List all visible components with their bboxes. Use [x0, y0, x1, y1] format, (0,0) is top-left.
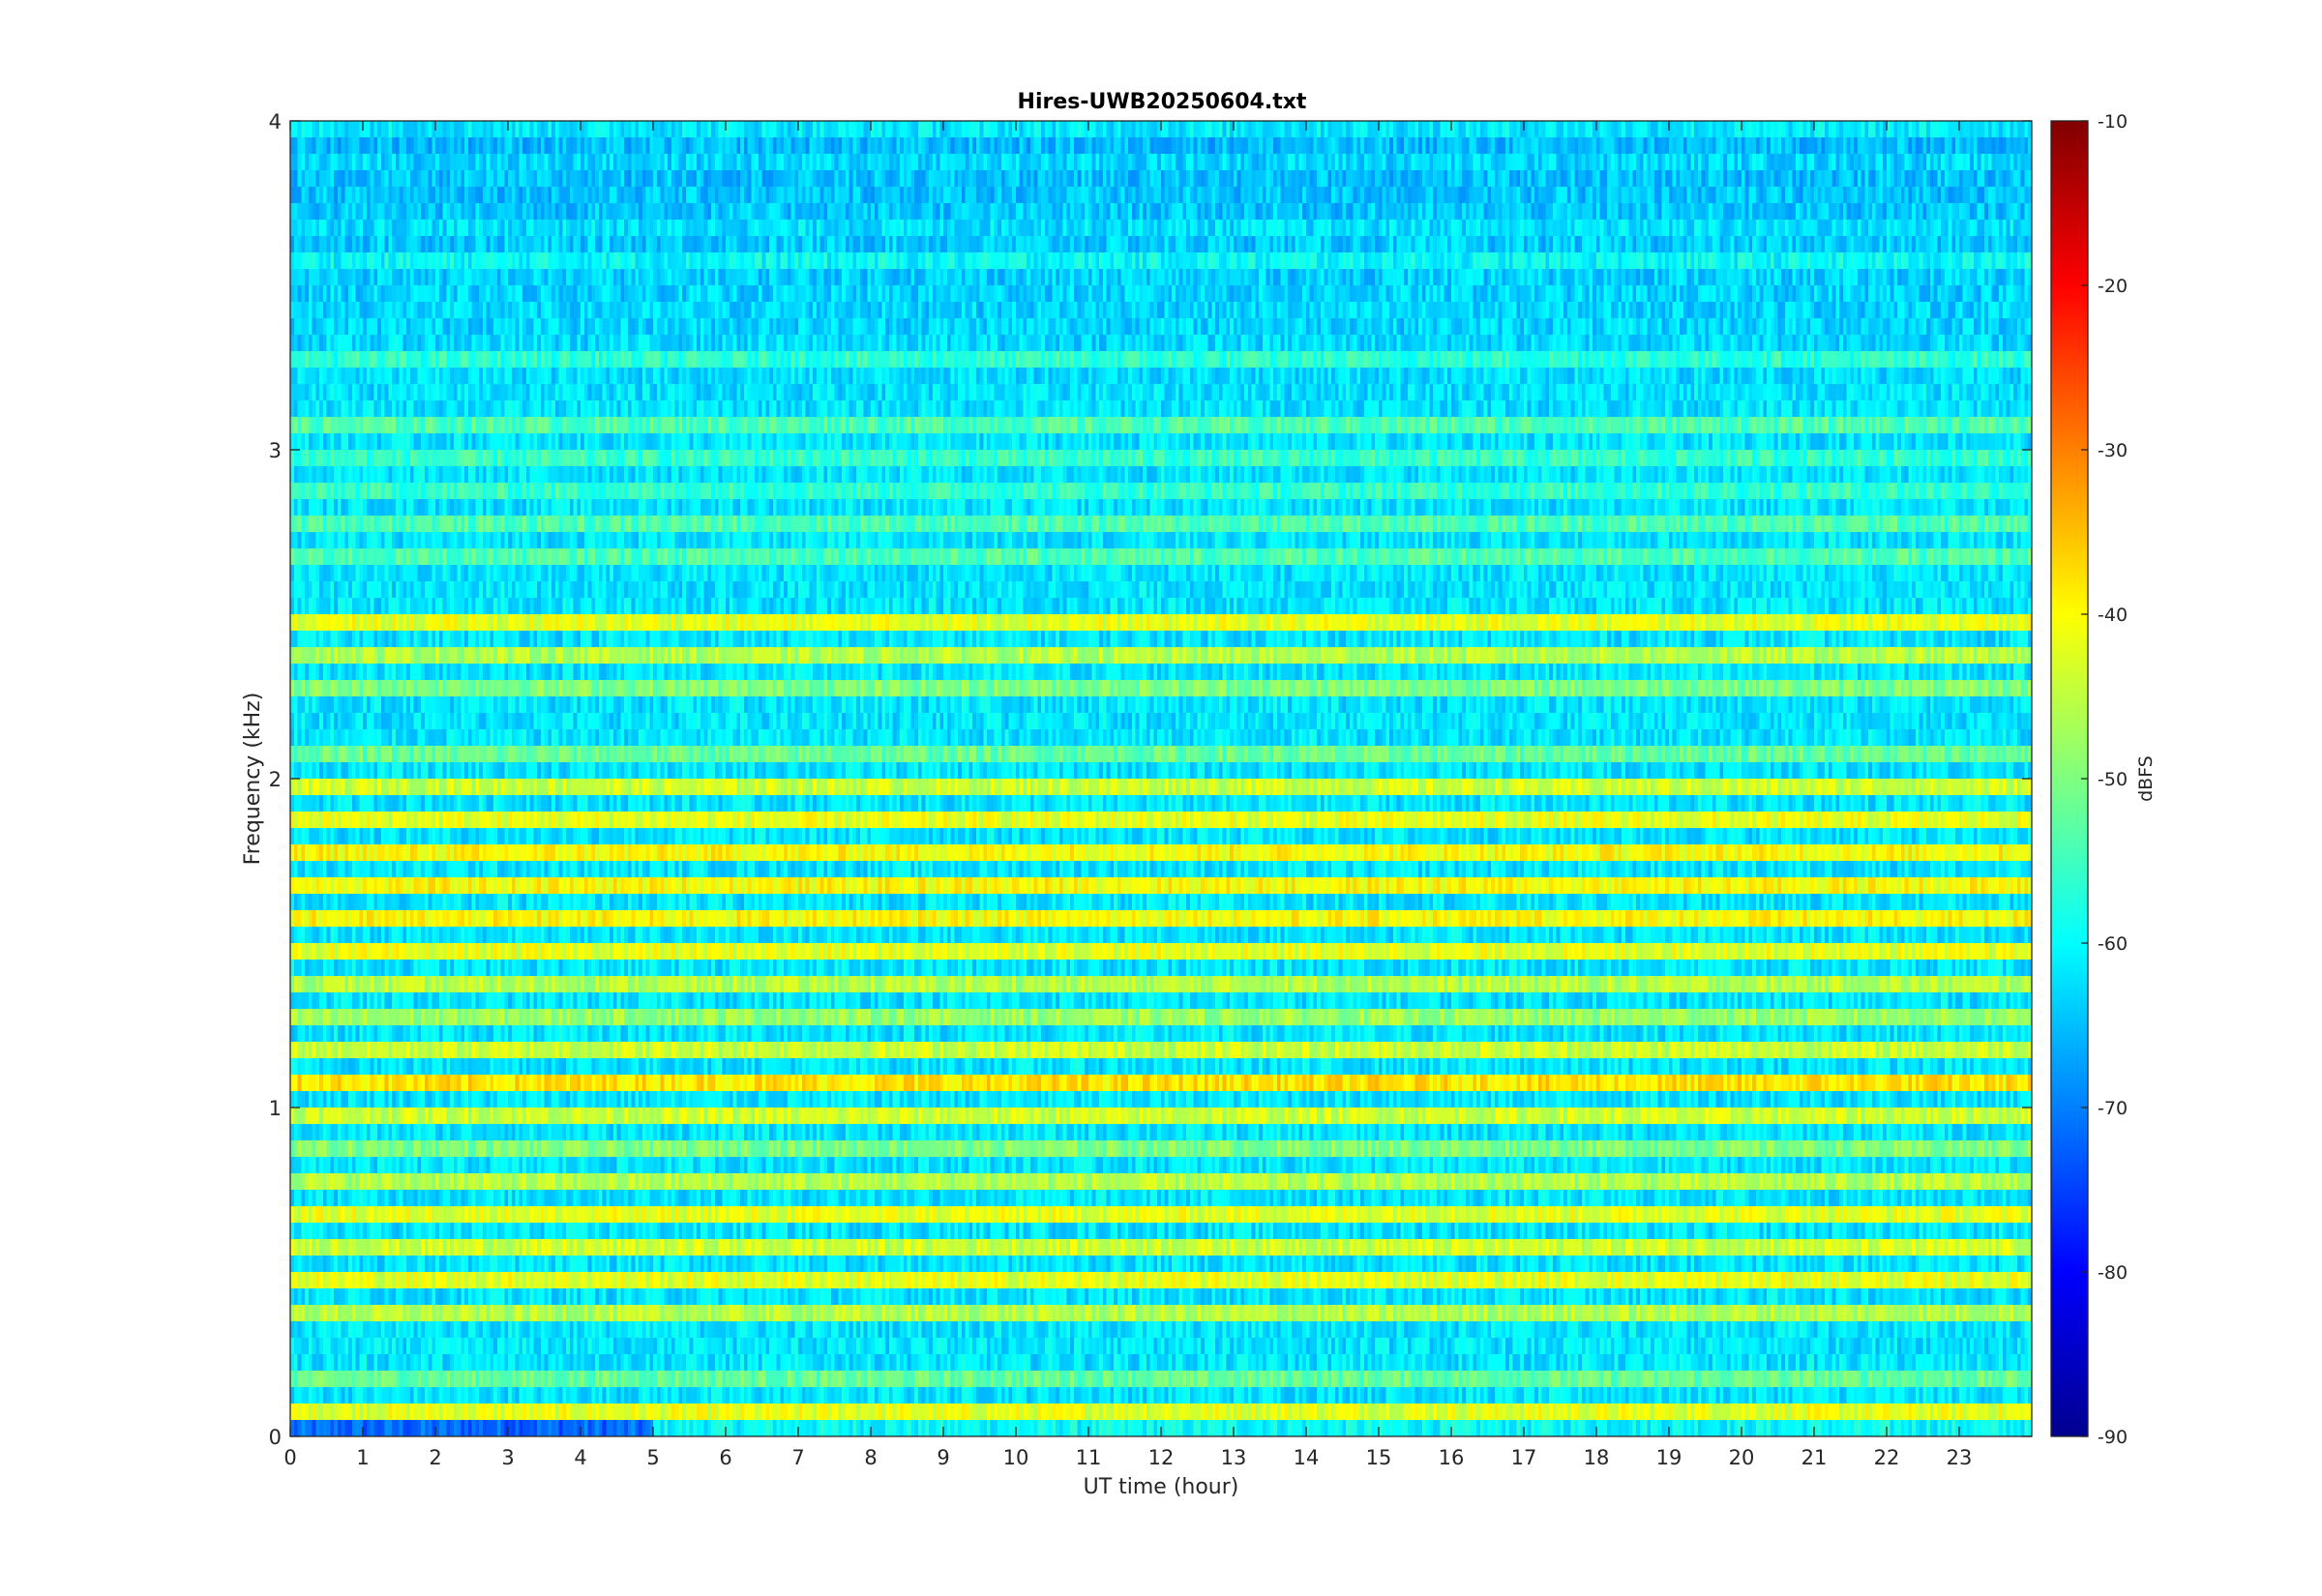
y-axis-label: Frequency (kHz) — [241, 693, 265, 866]
y-tick-label: 2 — [269, 768, 282, 791]
x-tick-label: 13 — [1221, 1446, 1247, 1469]
x-tick-label: 17 — [1511, 1446, 1537, 1469]
colorbar-tick-label: -20 — [2098, 276, 2128, 297]
y-tick-label: 0 — [269, 1426, 282, 1449]
x-tick-label: 9 — [937, 1446, 949, 1469]
colorbar-tick-label: -80 — [2098, 1262, 2128, 1284]
spectrogram-image — [290, 121, 2032, 1436]
colorbar-label: dBFS — [2135, 755, 2157, 802]
x-tick-label: 3 — [501, 1446, 514, 1469]
x-tick-label: 5 — [646, 1446, 659, 1469]
x-axis-label: UT time (hour) — [1084, 1475, 1239, 1499]
spectrogram-plot-area — [290, 121, 2032, 1436]
x-axis-ticks: 0 1 2 3 4 5 6 7 8 9 10 11 12 13 14 15 16 17 18 19 20 21 22 23 — [283, 121, 1972, 1469]
colorbar-tick-label: -50 — [2098, 769, 2128, 790]
x-tick-label: 4 — [574, 1446, 586, 1469]
colorbar-tick-label: -30 — [2098, 440, 2128, 461]
x-tick-label: 12 — [1148, 1446, 1175, 1469]
x-tick-label: 7 — [791, 1446, 804, 1469]
x-tick-label: 22 — [1874, 1446, 1900, 1469]
x-tick-label: 21 — [1801, 1446, 1828, 1469]
y-tick-label: 1 — [269, 1097, 282, 1120]
x-tick-label: 6 — [719, 1446, 731, 1469]
colorbar-ticks: -90 -80 -70 -60 -50 -40 -30 -20 -10 — [2081, 111, 2128, 1448]
chart-title: Hires-UWB20250604.txt — [1018, 90, 1307, 114]
x-tick-label: 19 — [1656, 1446, 1682, 1469]
colorbar-tick-label: -70 — [2098, 1098, 2128, 1119]
x-tick-label: 18 — [1584, 1446, 1610, 1469]
colorbar-tick-label: -40 — [2098, 605, 2128, 626]
x-tick-label: 14 — [1294, 1446, 1320, 1469]
colorbar-tick-label: -10 — [2098, 111, 2128, 133]
colorbar-tick-label: -90 — [2098, 1427, 2128, 1448]
x-tick-label: 11 — [1076, 1446, 1102, 1469]
x-tick-label: 20 — [1729, 1446, 1755, 1469]
y-tick-label: 3 — [269, 439, 282, 462]
x-tick-label: 0 — [283, 1446, 296, 1469]
x-tick-label: 1 — [356, 1446, 369, 1469]
x-tick-label: 23 — [1947, 1446, 1973, 1469]
colorbar-tick-label: -60 — [2098, 933, 2128, 955]
x-tick-label: 16 — [1439, 1446, 1465, 1469]
y-axis-ticks: 0 1 2 3 4 — [269, 110, 2032, 1449]
x-tick-label: 10 — [1003, 1446, 1029, 1469]
x-tick-label: 15 — [1366, 1446, 1392, 1469]
x-tick-label: 8 — [864, 1446, 877, 1469]
y-tick-label: 4 — [269, 110, 282, 133]
x-tick-label: 2 — [429, 1446, 441, 1469]
